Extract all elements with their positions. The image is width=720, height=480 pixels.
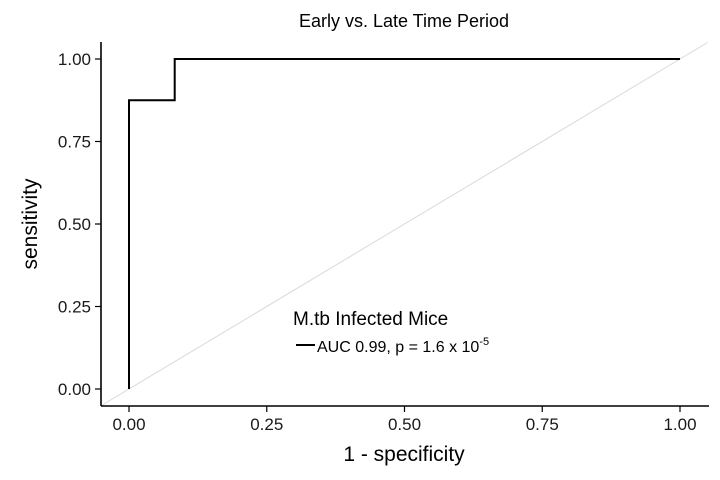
reference-diagonal-line bbox=[101, 42, 708, 406]
y-tick-label: 0.25 bbox=[58, 298, 91, 317]
y-tick-label: 0.75 bbox=[58, 133, 91, 152]
legend-entry-label: AUC 0.99, p = 1.6 x 10-5 bbox=[317, 336, 489, 356]
x-tick-label: 0.50 bbox=[388, 415, 421, 434]
x-tick-label: 1.00 bbox=[663, 415, 696, 434]
legend-entry-text: AUC 0.99, p = 1.6 x 10 bbox=[317, 339, 479, 356]
y-axis-title: sensitivity bbox=[19, 178, 42, 270]
x-tick-label: 0.00 bbox=[112, 415, 145, 434]
roc-curve-line bbox=[128, 58, 680, 389]
y-tick-label: 0.50 bbox=[58, 215, 91, 234]
axis-ticks: 0.00 0.25 0.50 0.75 1.00 0.00 0.25 0.50 0.75 1.00 bbox=[58, 50, 697, 434]
plot-area bbox=[101, 42, 708, 406]
legend-entry-exponent: -5 bbox=[479, 336, 489, 348]
x-axis-title: 1 - specificity bbox=[343, 443, 465, 466]
y-tick-label: 0.00 bbox=[58, 380, 91, 399]
x-tick-label: 0.25 bbox=[250, 415, 283, 434]
y-tick-label: 1.00 bbox=[58, 50, 91, 69]
chart-title: Early vs. Late Time Period bbox=[299, 11, 509, 31]
legend: M.tb Infected Mice AUC 0.99, p = 1.6 x 1… bbox=[293, 309, 489, 356]
legend-title: M.tb Infected Mice bbox=[293, 309, 448, 330]
x-tick-label: 0.75 bbox=[526, 415, 559, 434]
